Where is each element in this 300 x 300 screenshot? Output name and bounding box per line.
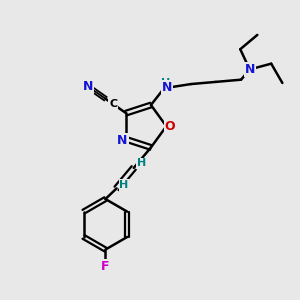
- Text: O: O: [165, 120, 175, 133]
- Text: F: F: [101, 260, 110, 273]
- Text: N: N: [117, 134, 128, 147]
- Text: C: C: [109, 99, 117, 110]
- Text: H: H: [161, 78, 170, 88]
- Text: H: H: [136, 158, 146, 169]
- Text: N: N: [83, 80, 94, 93]
- Text: H: H: [119, 180, 129, 190]
- Text: N: N: [162, 81, 172, 94]
- Text: N: N: [244, 63, 255, 76]
